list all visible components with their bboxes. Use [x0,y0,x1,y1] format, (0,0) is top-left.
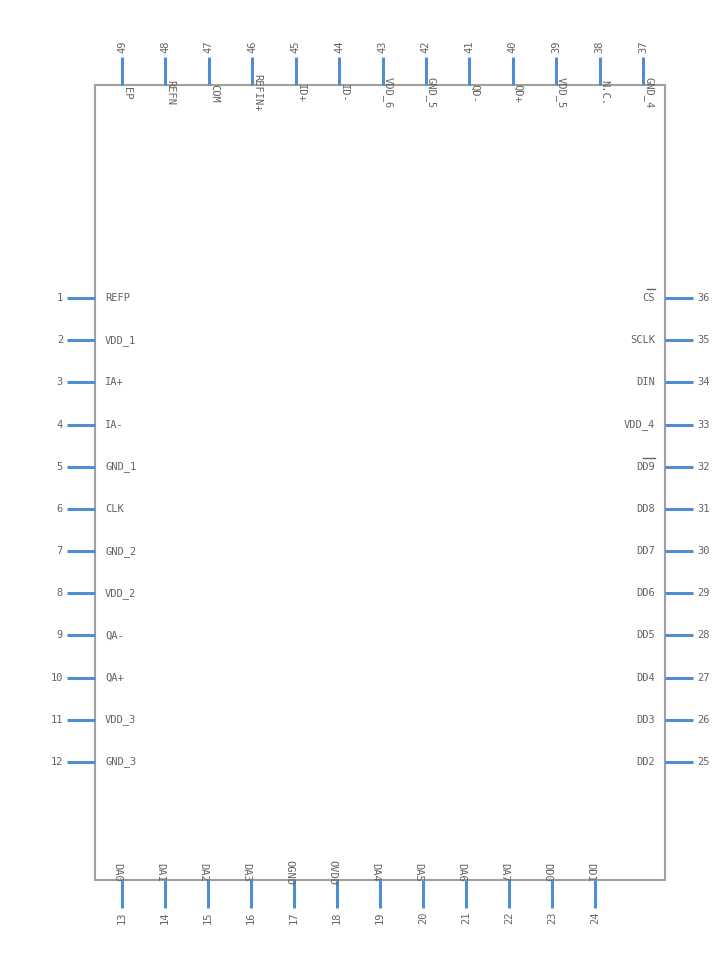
Text: REFN: REFN [165,80,175,106]
Text: 47: 47 [204,41,214,53]
Text: 40: 40 [507,41,518,53]
Text: 32: 32 [697,462,710,471]
Text: DA5: DA5 [413,862,423,882]
Text: DA2: DA2 [198,862,208,882]
Text: 4: 4 [57,419,63,430]
Text: DD2: DD2 [636,757,655,767]
Text: REFIN+: REFIN+ [252,75,262,111]
Text: QD-: QD- [470,83,479,103]
Text: GND_2: GND_2 [105,546,136,557]
Text: 18: 18 [332,912,342,924]
Text: CS: CS [643,293,655,303]
Text: 31: 31 [697,504,710,514]
Text: DD7: DD7 [636,546,655,556]
Text: DD5: DD5 [636,630,655,641]
Text: N.C.: N.C. [600,80,609,106]
Text: 13: 13 [117,912,127,924]
Text: DA4: DA4 [370,862,380,882]
Text: VDD_1: VDD_1 [105,335,136,346]
Text: 6: 6 [57,504,63,514]
Text: 34: 34 [697,378,710,387]
Text: 14: 14 [160,912,170,924]
Text: DA6: DA6 [456,862,466,882]
Text: 5: 5 [57,462,63,471]
Text: 48: 48 [160,41,170,53]
Text: 15: 15 [203,912,213,924]
Text: DD9: DD9 [636,462,655,471]
Text: 49: 49 [117,41,127,53]
Text: VDD_4: VDD_4 [624,419,655,430]
Text: 43: 43 [378,41,387,53]
Text: ID+: ID+ [296,83,306,103]
Text: DD8: DD8 [636,504,655,514]
Text: 23: 23 [547,912,557,924]
Text: OVDD: OVDD [327,860,337,885]
Text: 37: 37 [638,41,648,53]
Text: 20: 20 [418,912,428,924]
Text: 24: 24 [590,912,600,924]
Text: 21: 21 [461,912,471,924]
Text: 7: 7 [57,546,63,556]
Text: VDD_6: VDD_6 [382,77,393,108]
Text: QA-: QA- [105,630,124,641]
Text: 3: 3 [57,378,63,387]
Text: DA0: DA0 [112,862,122,882]
Text: 2: 2 [57,335,63,346]
Text: VDD_2: VDD_2 [105,588,136,599]
Text: SCLK: SCLK [630,335,655,346]
Text: 41: 41 [464,41,475,53]
Text: 25: 25 [697,757,710,767]
Text: CLK: CLK [105,504,124,514]
Text: GND_4: GND_4 [643,77,654,108]
Text: DD3: DD3 [636,714,655,725]
Text: COM: COM [209,83,219,103]
Text: 28: 28 [697,630,710,641]
Text: 27: 27 [697,673,710,682]
Text: 29: 29 [697,589,710,598]
Text: QD+: QD+ [513,83,523,103]
Text: VDD_5: VDD_5 [556,77,567,108]
Text: DD4: DD4 [636,673,655,682]
Text: IA+: IA+ [105,378,124,387]
Text: 10: 10 [50,673,63,682]
Text: DIN: DIN [636,378,655,387]
Text: 12: 12 [50,757,63,767]
Text: GND_1: GND_1 [105,462,136,472]
Text: 36: 36 [697,293,710,303]
Text: 39: 39 [551,41,561,53]
Bar [95,85,665,880]
Text: DA3: DA3 [241,862,251,882]
Text: 26: 26 [697,714,710,725]
Text: DD6: DD6 [636,589,655,598]
Text: 42: 42 [421,41,431,53]
Text: 35: 35 [697,335,710,346]
Text: 44: 44 [334,41,344,53]
Text: 16: 16 [246,912,256,924]
Text: 46: 46 [248,41,257,53]
Text: 30: 30 [697,546,710,556]
Text: DA1: DA1 [155,862,165,882]
Text: 33: 33 [697,419,710,430]
Text: 9: 9 [57,630,63,641]
Text: ID-: ID- [339,83,349,103]
Text: REFP: REFP [105,293,130,303]
Text: 8: 8 [57,589,63,598]
Text: 1: 1 [57,293,63,303]
Text: 22: 22 [504,912,514,924]
Text: OGND: OGND [284,860,294,885]
Text: GND_3: GND_3 [105,757,136,768]
Text: 19: 19 [375,912,385,924]
Text: 38: 38 [595,41,604,53]
Text: VDD_3: VDD_3 [105,714,136,725]
Text: DA7: DA7 [499,862,509,882]
Text: DD0: DD0 [542,862,552,882]
Text: GND_5: GND_5 [426,77,437,108]
Text: EP: EP [122,87,132,100]
Text: IA-: IA- [105,419,124,430]
Text: 11: 11 [50,714,63,725]
Text: QA+: QA+ [105,673,124,682]
Text: 17: 17 [289,912,299,924]
Text: 45: 45 [290,41,301,53]
Text: DD1: DD1 [585,862,595,882]
